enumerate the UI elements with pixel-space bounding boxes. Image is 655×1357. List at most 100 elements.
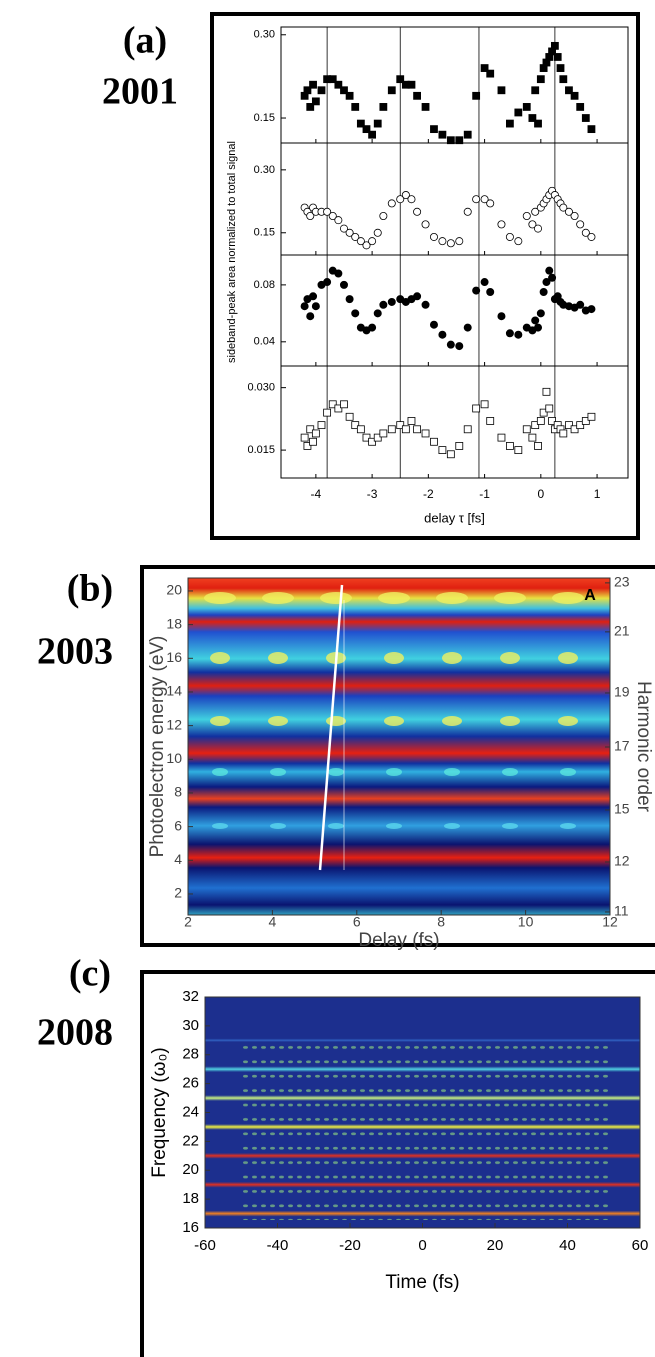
data-point bbox=[401, 425, 410, 434]
data-point bbox=[472, 404, 481, 413]
data-point bbox=[379, 211, 388, 220]
data-point bbox=[300, 302, 309, 311]
data-point bbox=[303, 442, 312, 450]
data-point bbox=[413, 207, 422, 216]
data-point bbox=[306, 103, 315, 111]
data-point bbox=[505, 442, 514, 450]
y2-tick-label: 23 bbox=[614, 574, 630, 590]
data-point bbox=[480, 400, 489, 409]
data-point bbox=[413, 91, 422, 100]
data-point bbox=[379, 103, 388, 111]
data-point bbox=[576, 300, 585, 309]
x-tick-label: 8 bbox=[437, 914, 445, 930]
data-point bbox=[430, 437, 438, 446]
x-tick-label: 0 bbox=[418, 1237, 426, 1254]
y-tick-label: 32 bbox=[182, 988, 199, 1005]
data-point bbox=[407, 80, 416, 89]
data-point bbox=[379, 429, 388, 438]
data-point bbox=[548, 273, 557, 282]
data-point bbox=[421, 300, 430, 309]
data-point bbox=[534, 442, 542, 450]
data-point bbox=[401, 191, 410, 200]
data-point bbox=[356, 425, 365, 434]
data-point bbox=[539, 287, 548, 296]
y-tick-label: 18 bbox=[166, 615, 182, 631]
data-point bbox=[362, 433, 371, 442]
data-point bbox=[306, 312, 315, 321]
data-point bbox=[328, 211, 337, 220]
data-point bbox=[311, 302, 320, 311]
data-point bbox=[536, 75, 545, 84]
data-point bbox=[565, 421, 573, 430]
x-axis-label: Delay (fs) bbox=[358, 930, 439, 951]
data-point bbox=[548, 417, 556, 425]
y-tick-label: 28 bbox=[182, 1046, 199, 1063]
y-tick-label: 24 bbox=[182, 1103, 199, 1120]
data-point bbox=[373, 433, 382, 442]
data-point bbox=[522, 211, 531, 220]
y-tick-label: 4 bbox=[174, 851, 182, 867]
y-tick-label: 0.30 bbox=[254, 164, 275, 176]
data-point bbox=[373, 119, 382, 128]
data-point bbox=[559, 203, 568, 212]
y-axis-label: Photoelectron energy (eV) bbox=[147, 636, 168, 858]
data-point bbox=[446, 450, 455, 459]
data-point bbox=[446, 239, 455, 248]
data-point bbox=[362, 125, 371, 134]
data-point bbox=[505, 232, 514, 241]
x-tick-label: 60 bbox=[632, 1237, 649, 1254]
data-point bbox=[505, 329, 514, 338]
data-point bbox=[323, 278, 332, 287]
data-point bbox=[505, 119, 514, 128]
data-point bbox=[472, 286, 481, 295]
data-point bbox=[345, 91, 354, 100]
x-tick-label: -40 bbox=[267, 1237, 289, 1254]
x-tick-label: -3 bbox=[367, 487, 378, 501]
data-point bbox=[528, 220, 537, 229]
panel-year: 2003 bbox=[37, 631, 113, 673]
data-point bbox=[438, 237, 447, 246]
guide-line bbox=[318, 584, 344, 871]
data-point bbox=[463, 425, 472, 434]
data-point bbox=[545, 266, 554, 275]
data-point bbox=[351, 309, 360, 318]
data-point bbox=[455, 237, 464, 246]
y-tick-label: 20 bbox=[182, 1161, 199, 1178]
data-point bbox=[421, 103, 430, 111]
data-point bbox=[587, 305, 596, 314]
data-point bbox=[534, 323, 543, 332]
data-point bbox=[317, 86, 326, 95]
data-point bbox=[413, 425, 422, 434]
annotation: A bbox=[584, 587, 596, 604]
data-point bbox=[472, 195, 481, 204]
data-point bbox=[531, 421, 540, 430]
data-point bbox=[328, 400, 337, 409]
x-tick-label: -60 bbox=[194, 1237, 216, 1254]
data-point bbox=[323, 207, 332, 216]
data-point bbox=[472, 91, 481, 100]
data-point bbox=[438, 446, 447, 455]
subplot-frame bbox=[280, 26, 629, 144]
data-point bbox=[581, 228, 590, 237]
data-point bbox=[438, 130, 447, 139]
data-point bbox=[564, 207, 573, 216]
y-tick-label: 16 bbox=[182, 1219, 199, 1236]
x-tick-label: 40 bbox=[559, 1237, 576, 1254]
panel-frame bbox=[140, 970, 655, 1357]
y-tick-label: 8 bbox=[174, 784, 182, 800]
x-tick-label: 1 bbox=[594, 487, 601, 501]
data-point bbox=[373, 228, 382, 237]
data-point bbox=[309, 292, 318, 301]
data-point bbox=[421, 220, 430, 229]
data-point bbox=[309, 437, 317, 446]
data-point bbox=[455, 136, 464, 145]
x-tick-label: 10 bbox=[518, 914, 534, 930]
data-point bbox=[570, 425, 579, 434]
data-point bbox=[429, 320, 438, 329]
data-point bbox=[396, 75, 405, 84]
data-point bbox=[497, 433, 506, 442]
data-point bbox=[559, 429, 568, 438]
y2-tick-label: 17 bbox=[614, 738, 630, 754]
data-point bbox=[576, 220, 585, 229]
